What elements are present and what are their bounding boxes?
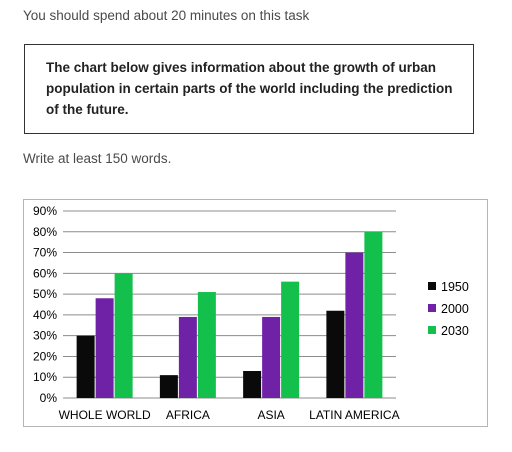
y-tick-label: 80% [33, 225, 57, 239]
x-category-label: LATIN AMERICA [309, 408, 399, 422]
y-tick-label: 90% [33, 204, 57, 218]
y-tick-label: 60% [33, 266, 57, 280]
word-requirement: Write at least 150 words. [23, 151, 172, 166]
y-tick-label: 70% [33, 246, 57, 260]
y-tick-label: 40% [33, 308, 57, 322]
bar-2030 [114, 273, 133, 398]
legend-label-2000: 2000 [441, 302, 469, 316]
time-note: You should spend about 20 minutes on thi… [23, 8, 310, 23]
bar-2030 [364, 231, 383, 398]
legend-swatch-1950 [428, 282, 436, 290]
x-category-label: WHOLE WORLD [59, 408, 151, 422]
legend-label-2030: 2030 [441, 324, 469, 338]
bar-2030 [197, 292, 216, 398]
task-prompt-text: The chart below gives information about … [46, 60, 453, 117]
bar-1950 [326, 310, 345, 398]
y-tick-label: 10% [33, 370, 57, 384]
chart-frame: 0% 10% 20% 30% 40% 50% 60% 70% 80% 90% WHOLE WORLD… [23, 199, 488, 427]
bar-2030 [281, 281, 300, 398]
legend-swatch-2030 [428, 326, 436, 334]
bar-2000 [95, 298, 114, 398]
y-tick-label: 20% [33, 349, 57, 363]
y-tick-label: 50% [33, 287, 57, 301]
bar-1950 [76, 335, 95, 398]
bar-2000 [178, 316, 197, 398]
bar-1950 [159, 375, 178, 398]
task-prompt-box: The chart below gives information about … [24, 44, 474, 134]
y-tick-label: 0% [40, 391, 58, 405]
urban-population-bar-chart: 0% 10% 20% 30% 40% 50% 60% 70% 80% 90% WHOLE WORLD… [33, 204, 469, 422]
y-tick-label: 30% [33, 329, 57, 343]
legend-swatch-2000 [428, 304, 436, 312]
x-category-label: ASIA [257, 408, 284, 422]
bar-2000 [345, 252, 364, 398]
bar-2000 [262, 316, 281, 398]
bar-1950 [243, 370, 262, 398]
legend-label-1950: 1950 [441, 280, 469, 294]
x-category-label: AFRICA [166, 408, 210, 422]
